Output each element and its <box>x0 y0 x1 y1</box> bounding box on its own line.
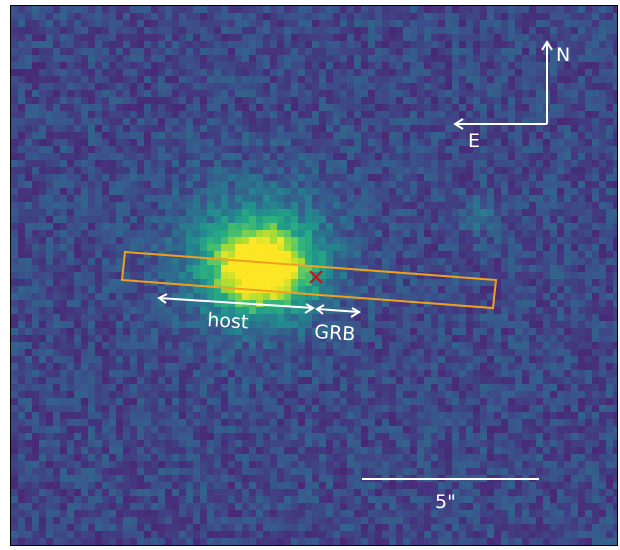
north-arrowhead <box>541 40 553 51</box>
host-extent-arrow <box>157 293 315 314</box>
image-frame: N E host GRB 5" <box>10 5 618 546</box>
annotation-overlay: N E host GRB 5" <box>120 40 570 513</box>
host-label: host <box>207 309 249 333</box>
grb-label: GRB <box>314 321 356 345</box>
east-label: E <box>468 130 480 152</box>
grb-position-marker <box>309 270 323 284</box>
east-arrowhead <box>453 118 464 130</box>
north-label: N <box>556 44 570 66</box>
scale-label: 5" <box>435 491 456 513</box>
compass: N E <box>453 40 570 152</box>
grb-extent-arrow <box>315 304 361 318</box>
slit-outline <box>120 250 498 310</box>
